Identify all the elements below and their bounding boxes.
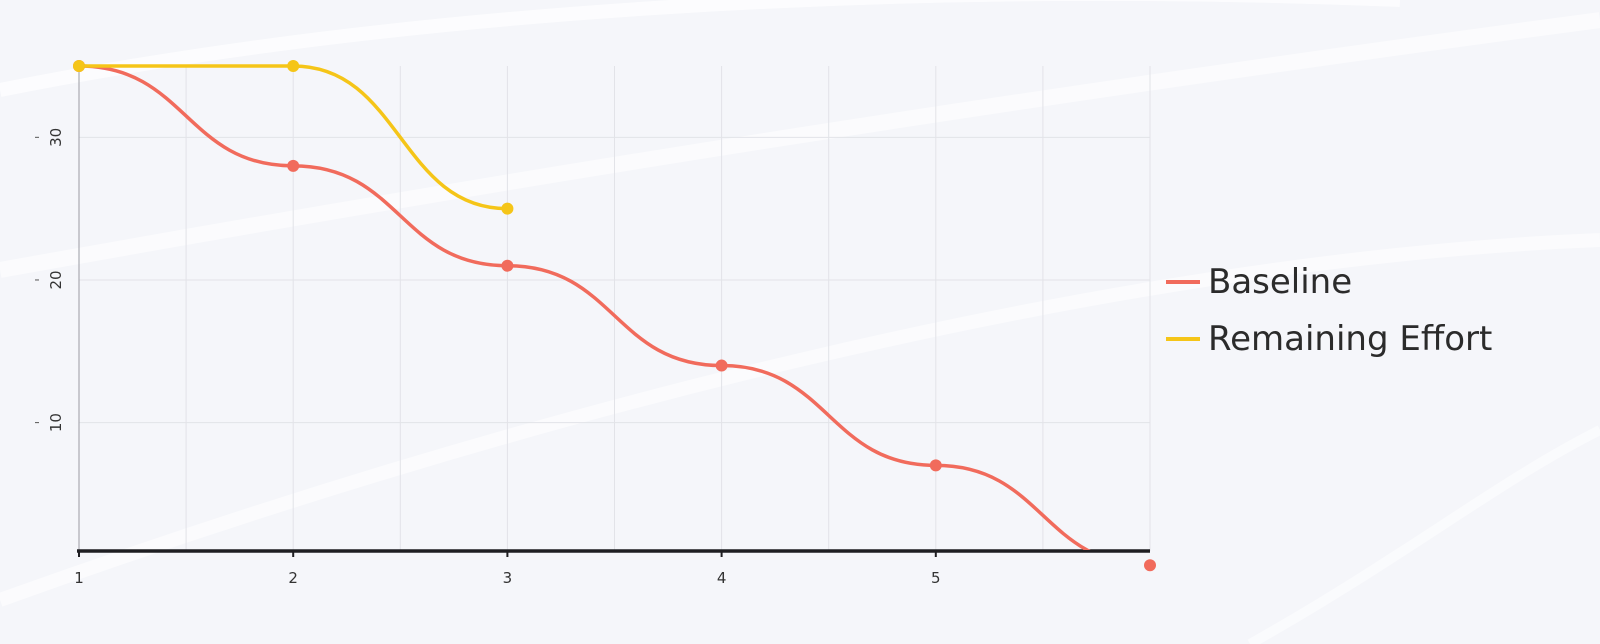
y-tick-label: 10 bbox=[47, 413, 65, 432]
data-point bbox=[501, 202, 514, 215]
series-line-remaining-effort bbox=[78, 64, 510, 211]
legend-label: Remaining Effort bbox=[1208, 319, 1492, 359]
legend-label: Baseline bbox=[1208, 262, 1352, 302]
y-axis-ticks: 10 20 30 bbox=[35, 128, 65, 432]
x-tick-label: 1 bbox=[74, 569, 84, 587]
markers-group bbox=[73, 60, 1156, 572]
data-point bbox=[287, 159, 300, 172]
x-axis-ticks: 1 2 3 4 5 bbox=[74, 551, 941, 587]
x-tick-label: 2 bbox=[288, 569, 298, 587]
x-tick-label: 3 bbox=[503, 569, 513, 587]
y-tick-label: 30 bbox=[47, 128, 65, 147]
legend: Baseline Remaining Effort bbox=[1166, 262, 1492, 359]
axes bbox=[77, 66, 1150, 553]
x-tick-label: 5 bbox=[931, 569, 941, 587]
x-tick-label: 4 bbox=[717, 569, 727, 587]
data-point bbox=[501, 259, 514, 272]
data-point bbox=[1144, 559, 1156, 572]
y-tick-label: 20 bbox=[47, 270, 65, 289]
data-point bbox=[715, 359, 728, 372]
data-point bbox=[73, 60, 85, 72]
data-point bbox=[929, 459, 942, 472]
data-point bbox=[287, 60, 300, 72]
grid bbox=[79, 66, 1151, 551]
series-line-baseline bbox=[78, 64, 1091, 550]
series-group bbox=[78, 64, 1091, 550]
